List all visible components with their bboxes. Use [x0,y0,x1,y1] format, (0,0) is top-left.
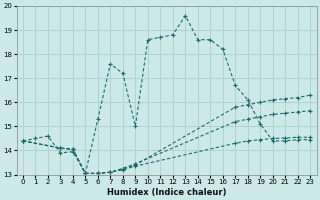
X-axis label: Humidex (Indice chaleur): Humidex (Indice chaleur) [107,188,226,197]
